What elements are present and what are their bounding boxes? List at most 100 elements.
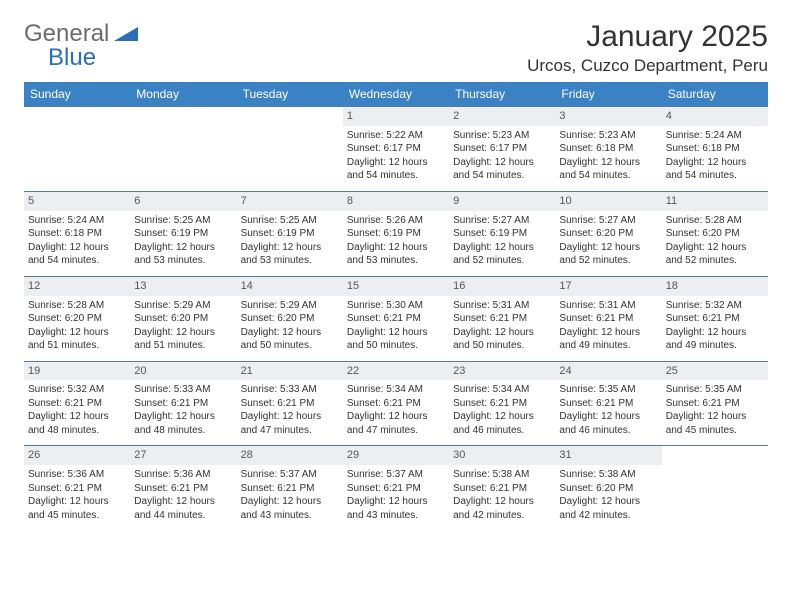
day-number: 10 — [555, 192, 661, 211]
daylight-line: Daylight: 12 hours and 50 minutes. — [241, 326, 339, 353]
daylight-line: Daylight: 12 hours and 50 minutes. — [453, 326, 551, 353]
sunrise-line: Sunrise: 5:27 AM — [453, 214, 551, 228]
day-cell: 7Sunrise: 5:25 AMSunset: 6:19 PMDaylight… — [237, 191, 343, 276]
sunset-line: Sunset: 6:21 PM — [666, 397, 764, 411]
day-cell: 1Sunrise: 5:22 AMSunset: 6:17 PMDaylight… — [343, 107, 449, 192]
day-cell: 14Sunrise: 5:29 AMSunset: 6:20 PMDayligh… — [237, 276, 343, 361]
sunrise-line: Sunrise: 5:23 AM — [453, 129, 551, 143]
week-row: 19Sunrise: 5:32 AMSunset: 6:21 PMDayligh… — [24, 361, 768, 446]
sunrise-line: Sunrise: 5:35 AM — [559, 383, 657, 397]
daylight-line: Daylight: 12 hours and 50 minutes. — [347, 326, 445, 353]
daylight-line: Daylight: 12 hours and 54 minutes. — [28, 241, 126, 268]
sunrise-line: Sunrise: 5:34 AM — [347, 383, 445, 397]
logo: General Blue — [24, 20, 140, 72]
sunset-line: Sunset: 6:20 PM — [559, 482, 657, 496]
sunrise-line: Sunrise: 5:26 AM — [347, 214, 445, 228]
sunset-line: Sunset: 6:21 PM — [453, 482, 551, 496]
sunrise-line: Sunrise: 5:25 AM — [134, 214, 232, 228]
day-number: 12 — [24, 277, 130, 296]
sunset-line: Sunset: 6:21 PM — [241, 397, 339, 411]
week-row: 12Sunrise: 5:28 AMSunset: 6:20 PMDayligh… — [24, 276, 768, 361]
day-cell: 17Sunrise: 5:31 AMSunset: 6:21 PMDayligh… — [555, 276, 661, 361]
day-number: 4 — [662, 107, 768, 126]
sunrise-line: Sunrise: 5:33 AM — [241, 383, 339, 397]
daylight-line: Daylight: 12 hours and 47 minutes. — [347, 410, 445, 437]
logo-text-blue: Blue — [48, 44, 140, 72]
daylight-line: Daylight: 12 hours and 48 minutes. — [134, 410, 232, 437]
day-cell: 21Sunrise: 5:33 AMSunset: 6:21 PMDayligh… — [237, 361, 343, 446]
sunrise-line: Sunrise: 5:31 AM — [559, 299, 657, 313]
daylight-line: Daylight: 12 hours and 44 minutes. — [134, 495, 232, 522]
sunrise-line: Sunrise: 5:30 AM — [347, 299, 445, 313]
daylight-line: Daylight: 12 hours and 45 minutes. — [666, 410, 764, 437]
sunset-line: Sunset: 6:17 PM — [453, 142, 551, 156]
daylight-line: Daylight: 12 hours and 51 minutes. — [134, 326, 232, 353]
day-number: 6 — [130, 192, 236, 211]
day-number: 8 — [343, 192, 449, 211]
sunrise-line: Sunrise: 5:32 AM — [28, 383, 126, 397]
sunset-line: Sunset: 6:19 PM — [134, 227, 232, 241]
day-header-thursday: Thursday — [449, 82, 555, 107]
sunrise-line: Sunrise: 5:29 AM — [241, 299, 339, 313]
day-cell — [130, 107, 236, 192]
day-cell: 28Sunrise: 5:37 AMSunset: 6:21 PMDayligh… — [237, 446, 343, 530]
day-number: 20 — [130, 362, 236, 381]
day-cell: 9Sunrise: 5:27 AMSunset: 6:19 PMDaylight… — [449, 191, 555, 276]
daylight-line: Daylight: 12 hours and 46 minutes. — [559, 410, 657, 437]
daylight-line: Daylight: 12 hours and 53 minutes. — [134, 241, 232, 268]
daylight-line: Daylight: 12 hours and 54 minutes. — [453, 156, 551, 183]
week-row: 5Sunrise: 5:24 AMSunset: 6:18 PMDaylight… — [24, 191, 768, 276]
sunrise-line: Sunrise: 5:38 AM — [453, 468, 551, 482]
sunset-line: Sunset: 6:21 PM — [666, 312, 764, 326]
sunset-line: Sunset: 6:19 PM — [241, 227, 339, 241]
day-number: 26 — [24, 446, 130, 465]
sunset-line: Sunset: 6:21 PM — [347, 312, 445, 326]
sunrise-line: Sunrise: 5:25 AM — [241, 214, 339, 228]
day-header-saturday: Saturday — [662, 82, 768, 107]
day-number: 14 — [237, 277, 343, 296]
daylight-line: Daylight: 12 hours and 46 minutes. — [453, 410, 551, 437]
sunset-line: Sunset: 6:18 PM — [666, 142, 764, 156]
day-cell: 6 Sunrise: 5:25 AMSunset: 6:19 PMDaylight… — [130, 191, 236, 276]
daylight-line: Daylight: 12 hours and 42 minutes. — [453, 495, 551, 522]
day-cell: 5Sunrise: 5:24 AMSunset: 6:18 PMDaylight… — [24, 191, 130, 276]
day-number: 2 — [449, 107, 555, 126]
daylight-line: Daylight: 12 hours and 53 minutes. — [347, 241, 445, 268]
day-cell: 16Sunrise: 5:31 AMSunset: 6:21 PMDayligh… — [449, 276, 555, 361]
sunset-line: Sunset: 6:21 PM — [347, 397, 445, 411]
day-cell: 27Sunrise: 5:36 AMSunset: 6:21 PMDayligh… — [130, 446, 236, 530]
sunset-line: Sunset: 6:20 PM — [134, 312, 232, 326]
title-block: January 2025 Urcos, Cuzco Department, Pe… — [527, 20, 768, 76]
day-number: 9 — [449, 192, 555, 211]
sunset-line: Sunset: 6:20 PM — [28, 312, 126, 326]
day-number: 16 — [449, 277, 555, 296]
daylight-line: Daylight: 12 hours and 45 minutes. — [28, 495, 126, 522]
sunset-line: Sunset: 6:19 PM — [347, 227, 445, 241]
daylight-line: Daylight: 12 hours and 49 minutes. — [666, 326, 764, 353]
day-cell: 2 Sunrise: 5:23 AMSunset: 6:17 PMDaylight… — [449, 107, 555, 192]
day-number: 23 — [449, 362, 555, 381]
sunset-line: Sunset: 6:21 PM — [347, 482, 445, 496]
day-number: 29 — [343, 446, 449, 465]
day-cell: 4Sunrise: 5:24 AMSunset: 6:18 PMDaylight… — [662, 107, 768, 192]
day-number: 28 — [237, 446, 343, 465]
day-header-friday: Friday — [555, 82, 661, 107]
day-number: 19 — [24, 362, 130, 381]
daylight-line: Daylight: 12 hours and 43 minutes. — [347, 495, 445, 522]
day-header-monday: Monday — [130, 82, 236, 107]
sunrise-line: Sunrise: 5:36 AM — [134, 468, 232, 482]
daylight-line: Daylight: 12 hours and 54 minutes. — [666, 156, 764, 183]
sunset-line: Sunset: 6:21 PM — [559, 312, 657, 326]
location-text: Urcos, Cuzco Department, Peru — [527, 56, 768, 76]
day-cell: 26Sunrise: 5:36 AMSunset: 6:21 PMDayligh… — [24, 446, 130, 530]
day-header-tuesday: Tuesday — [237, 82, 343, 107]
sunset-line: Sunset: 6:21 PM — [559, 397, 657, 411]
sunset-line: Sunset: 6:21 PM — [453, 312, 551, 326]
daylight-line: Daylight: 12 hours and 42 minutes. — [559, 495, 657, 522]
daylight-line: Daylight: 12 hours and 47 minutes. — [241, 410, 339, 437]
day-cell: 10Sunrise: 5:27 AMSunset: 6:20 PMDayligh… — [555, 191, 661, 276]
day-number: 1 — [343, 107, 449, 126]
sunset-line: Sunset: 6:21 PM — [134, 397, 232, 411]
day-header-sunday: Sunday — [24, 82, 130, 107]
week-row: 1Sunrise: 5:22 AMSunset: 6:17 PMDaylight… — [24, 107, 768, 192]
